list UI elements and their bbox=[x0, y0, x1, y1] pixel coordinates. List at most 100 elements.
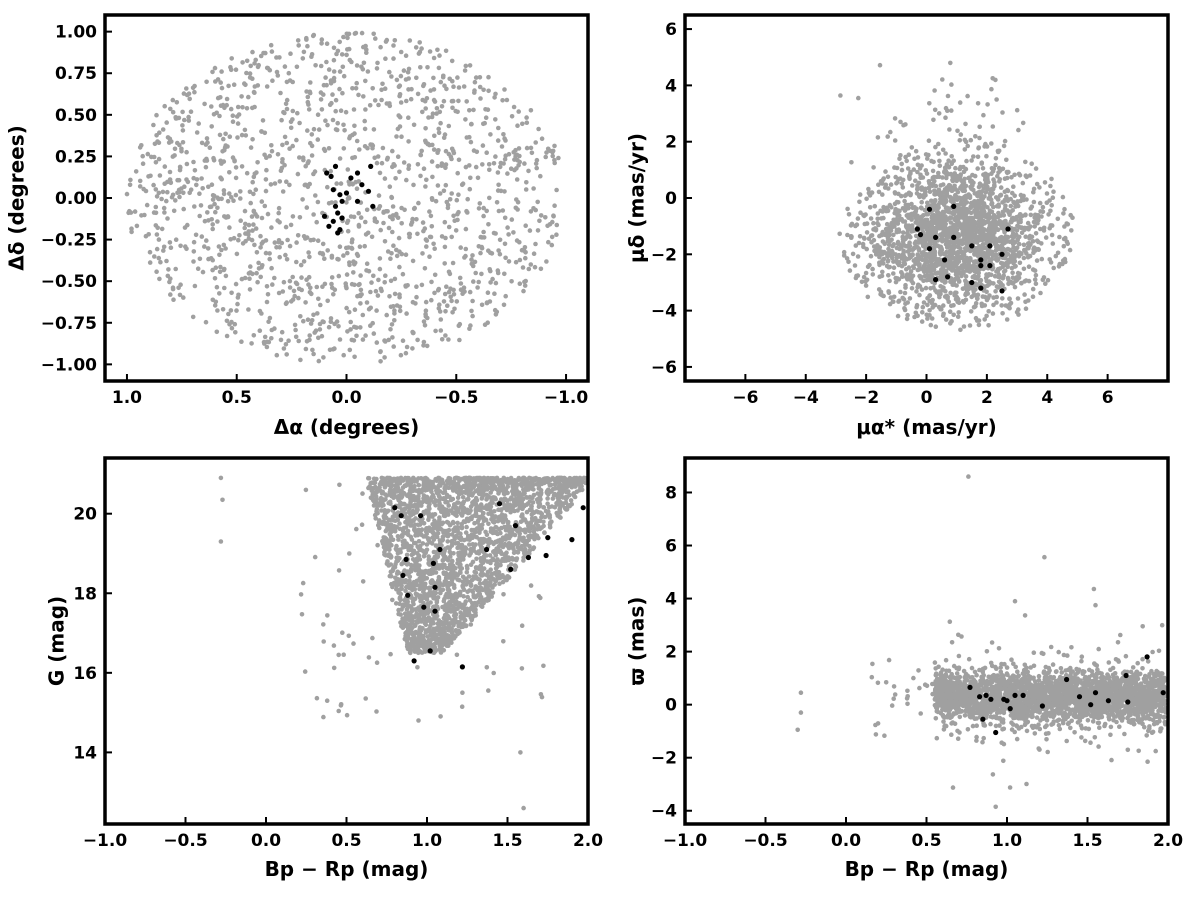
field-star-point bbox=[264, 299, 270, 305]
field-star-point bbox=[391, 243, 396, 248]
field-star-point bbox=[264, 284, 270, 289]
field-star-point bbox=[285, 237, 290, 243]
member-star-point bbox=[335, 230, 341, 236]
field-star-point bbox=[516, 163, 521, 168]
field-star-point bbox=[283, 224, 289, 230]
field-star-point bbox=[217, 132, 223, 138]
field-star-point bbox=[386, 337, 392, 343]
field-star-point bbox=[432, 133, 437, 139]
field-star-point bbox=[313, 328, 319, 334]
field-star-point bbox=[328, 316, 334, 321]
field-star-point bbox=[484, 150, 490, 155]
field-star-point bbox=[147, 249, 153, 255]
field-star-point bbox=[442, 132, 448, 137]
field-star-point bbox=[963, 279, 969, 285]
field-star-point bbox=[485, 320, 491, 326]
field-star-point bbox=[471, 279, 476, 284]
field-star-point bbox=[423, 308, 429, 314]
field-star-point bbox=[984, 273, 990, 279]
field-star-point bbox=[275, 152, 281, 157]
field-star-point bbox=[380, 145, 386, 151]
field-star-point bbox=[255, 83, 261, 88]
field-star-point bbox=[284, 257, 290, 262]
field-star-point bbox=[501, 302, 507, 308]
field-star-point bbox=[877, 62, 883, 68]
field-star-point bbox=[246, 271, 252, 276]
field-star-point bbox=[218, 95, 223, 100]
field-star-point bbox=[376, 206, 382, 211]
field-star-point bbox=[908, 191, 913, 197]
field-star-point bbox=[133, 169, 139, 174]
field-star-point bbox=[232, 321, 238, 327]
x-tick-label: −4 bbox=[793, 388, 819, 408]
field-star-point bbox=[170, 285, 176, 291]
field-star-point bbox=[293, 280, 299, 286]
field-star-point bbox=[218, 264, 223, 270]
field-star-point bbox=[902, 290, 908, 296]
field-star-point bbox=[873, 226, 878, 231]
field-star-point bbox=[182, 184, 187, 189]
field-star-point bbox=[885, 134, 890, 139]
field-star-point bbox=[871, 244, 877, 249]
field-star-point bbox=[424, 244, 429, 249]
field-star-point bbox=[442, 291, 448, 297]
field-star-point bbox=[968, 137, 974, 143]
field-star-point bbox=[480, 162, 485, 167]
field-star-point bbox=[953, 165, 958, 171]
field-star-point bbox=[379, 160, 385, 166]
field-star-point bbox=[969, 294, 974, 300]
field-star-point bbox=[389, 251, 394, 256]
field-star-point bbox=[210, 222, 215, 227]
field-star-point bbox=[464, 99, 470, 104]
field-star-point bbox=[1023, 306, 1029, 312]
field-star-point bbox=[351, 270, 356, 275]
field-star-point bbox=[955, 314, 961, 320]
field-star-point bbox=[314, 219, 320, 225]
field-star-point bbox=[259, 241, 265, 246]
field-star-point bbox=[305, 94, 311, 100]
field-star-point bbox=[455, 75, 460, 80]
field-star-point bbox=[396, 84, 402, 90]
field-star-point bbox=[124, 191, 130, 197]
field-star-point bbox=[946, 164, 952, 170]
field-star-point bbox=[1023, 278, 1029, 283]
field-star-point bbox=[192, 83, 197, 89]
field-star-point bbox=[423, 184, 428, 189]
field-star-point bbox=[1025, 245, 1030, 250]
field-star-point bbox=[447, 76, 453, 82]
field-star-point bbox=[847, 268, 853, 273]
field-star-point bbox=[463, 164, 469, 170]
member-star-point bbox=[365, 188, 372, 194]
field-star-point bbox=[390, 229, 395, 235]
field-star-point bbox=[396, 235, 402, 241]
field-star-point bbox=[538, 266, 544, 272]
field-star-point bbox=[940, 266, 946, 271]
member-star-point bbox=[1005, 226, 1011, 232]
field-star-point bbox=[251, 333, 257, 338]
field-star-point bbox=[993, 252, 998, 257]
field-star-point bbox=[421, 319, 427, 324]
field-star-point bbox=[515, 123, 520, 128]
field-star-point bbox=[297, 155, 302, 160]
field-star-point bbox=[156, 156, 162, 162]
y-tick-label: −1.00 bbox=[41, 355, 97, 375]
field-star-point bbox=[935, 270, 940, 276]
field-star-point bbox=[287, 182, 292, 188]
field-star-point bbox=[352, 282, 357, 288]
field-star-point bbox=[148, 173, 153, 179]
field-star-point bbox=[446, 123, 452, 129]
field-star-point bbox=[944, 240, 950, 245]
field-star-point bbox=[287, 243, 293, 249]
field-star-point bbox=[493, 154, 498, 159]
field-star-point bbox=[923, 220, 929, 226]
field-star-point bbox=[1041, 228, 1047, 233]
field-star-point bbox=[465, 196, 471, 202]
field-star-point bbox=[259, 215, 265, 221]
field-star-point bbox=[887, 278, 892, 284]
field-star-point bbox=[246, 307, 251, 312]
field-star-point bbox=[398, 73, 404, 79]
field-star-point bbox=[1000, 311, 1005, 316]
field-star-point bbox=[925, 273, 931, 279]
field-star-point bbox=[962, 224, 967, 230]
